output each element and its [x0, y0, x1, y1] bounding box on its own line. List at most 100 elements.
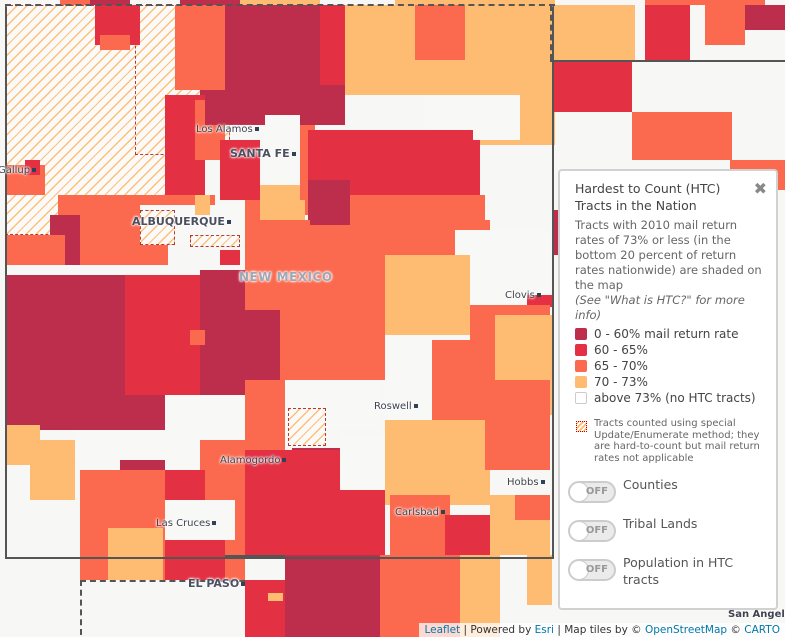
attribution: Leaflet | Powered by Esri | Map tiles by…: [419, 623, 785, 637]
tract[interactable]: [645, 0, 765, 5]
esri-link[interactable]: Esri: [534, 624, 554, 636]
tract[interactable]: [240, 310, 280, 385]
state-boundary: [5, 5, 554, 559]
tract[interactable]: [527, 295, 552, 307]
legend-bin: 65 - 70%: [575, 358, 762, 374]
special-text: Tracts counted using special Update/Enum…: [594, 418, 760, 464]
swatch-above-73: [575, 392, 587, 404]
tract[interactable]: [340, 435, 390, 490]
tract[interactable]: [108, 528, 163, 580]
tract[interactable]: [245, 380, 285, 450]
tract[interactable]: [100, 35, 130, 50]
tract[interactable]: [175, 5, 225, 90]
tract[interactable]: [25, 160, 40, 175]
tract[interactable]: [415, 5, 465, 60]
swatch-60-65: [575, 344, 587, 356]
tract[interactable]: [240, 0, 320, 5]
tract[interactable]: [705, 5, 745, 45]
toggle-state: OFF: [585, 525, 608, 536]
tract[interactable]: [75, 430, 170, 460]
tract[interactable]: [432, 340, 472, 435]
state-boundary: [550, 60, 785, 63]
tract[interactable]: [165, 470, 205, 500]
city-label-carlsbad: Carlsbad: [395, 507, 446, 518]
tract[interactable]: [552, 62, 632, 112]
tract[interactable]: [552, 210, 560, 255]
toggle-label: Counties: [623, 477, 678, 492]
leaflet-link[interactable]: Leaflet: [424, 624, 461, 636]
state-boundary: [225, 555, 285, 558]
counties-toggle[interactable]: OFF: [568, 481, 616, 503]
osm-link[interactable]: OpenStreetMap: [644, 624, 728, 636]
attrib-text: ©: [727, 624, 745, 636]
tract[interactable]: [30, 440, 75, 500]
special-tract[interactable]: [288, 408, 326, 446]
tract[interactable]: [245, 580, 285, 637]
tract[interactable]: [395, 0, 555, 5]
bin-label: 70 - 73%: [594, 375, 648, 389]
tract[interactable]: [745, 5, 785, 30]
special-tract[interactable]: [140, 210, 175, 245]
tract[interactable]: [645, 5, 690, 60]
toggle-tribal-row: OFF Tribal Lands: [568, 515, 762, 542]
swatch-0-60: [575, 328, 587, 340]
tract[interactable]: [195, 195, 210, 215]
toggle-state: OFF: [585, 486, 608, 497]
state-boundary: [550, 5, 553, 60]
tract[interactable]: [310, 180, 350, 225]
legend-special: Tracts counted using special Update/Enum…: [575, 418, 762, 464]
tract[interactable]: [390, 495, 450, 555]
city-label-roswell: Roswell: [374, 401, 418, 412]
legend-note: (See "What is HTC?" for more info): [575, 293, 745, 322]
tract[interactable]: [190, 330, 205, 345]
state-boundary-north: [5, 4, 555, 7]
tract[interactable]: [455, 230, 550, 305]
bin-label: above 73% (no HTC tracts): [594, 391, 756, 405]
tract[interactable]: [485, 380, 550, 470]
legend-panel: Hardest to Count (HTC) Tracts in the Nat…: [558, 169, 778, 610]
toggle-label: Population in HTC tracts: [623, 555, 734, 587]
city-label-san-angelo: San Angelo: [728, 609, 785, 620]
attrib-text: | Powered by: [460, 624, 535, 636]
tract[interactable]: [385, 420, 490, 505]
tract[interactable]: [632, 112, 732, 160]
tract[interactable]: [555, 5, 635, 60]
legend-bin: above 73% (no HTC tracts): [575, 390, 762, 406]
tract[interactable]: [285, 555, 385, 637]
close-icon[interactable]: ✖: [753, 179, 767, 198]
toggle-state: OFF: [585, 564, 608, 575]
attrib-text: | Map tiles by ©: [553, 624, 645, 636]
tract[interactable]: [225, 540, 245, 580]
tract[interactable]: [220, 140, 260, 200]
tract[interactable]: [527, 555, 552, 605]
tract[interactable]: [165, 540, 225, 580]
toggle-knob: [570, 522, 588, 540]
swatch-70-73: [575, 376, 587, 388]
bin-label: 60 - 65%: [594, 343, 648, 357]
tribal-lands-toggle[interactable]: OFF: [568, 520, 616, 542]
tract[interactable]: [5, 235, 65, 265]
tract[interactable]: [165, 500, 235, 540]
city-label-gallup: Gallup: [0, 165, 37, 176]
tract[interactable]: [515, 495, 550, 520]
hatch-swatch-icon: [576, 421, 587, 432]
tract[interactable]: [200, 270, 245, 410]
city-label-clovis: Clovis: [505, 290, 541, 301]
bin-label: 0 - 60% mail return rate: [594, 327, 739, 341]
population-toggle[interactable]: OFF: [568, 559, 616, 581]
tract[interactable]: [220, 250, 240, 265]
tract[interactable]: [385, 255, 470, 335]
carto-link[interactable]: CARTO: [744, 624, 780, 636]
special-tract[interactable]: [190, 235, 240, 247]
city-label-los-alamos: Los Alamos: [196, 124, 259, 135]
international-boundary: [80, 580, 245, 583]
toggle-knob: [570, 561, 588, 579]
legend-bin: 0 - 60% mail return rate: [575, 326, 762, 342]
tract[interactable]: [268, 593, 283, 601]
legend-bin: 70 - 73%: [575, 374, 762, 390]
toggle-population-row: OFF Population in HTC tracts: [568, 554, 762, 588]
toggle-knob: [570, 483, 588, 501]
tract[interactable]: [445, 515, 490, 555]
legend-title: Hardest to Count (HTC) Tracts in the Nat…: [575, 181, 721, 213]
